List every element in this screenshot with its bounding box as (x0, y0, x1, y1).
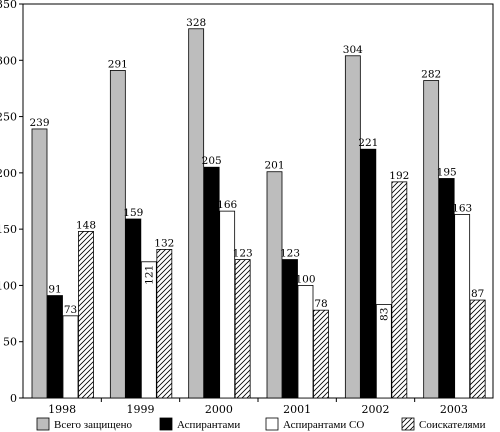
bar (469, 299, 486, 399)
data-label: 73 (64, 304, 77, 316)
data-label: 148 (76, 219, 96, 231)
data-label: 282 (421, 69, 441, 81)
data-label: 123 (280, 248, 300, 260)
data-label: 100 (295, 273, 315, 285)
y-tick-label: 100 (0, 279, 17, 292)
bar (140, 261, 157, 399)
x-tick-label: 2003 (440, 403, 468, 416)
y-tick-label: 0 (10, 392, 17, 405)
bar (375, 304, 392, 399)
y-tick-label: 200 (0, 167, 17, 180)
bar (297, 285, 314, 399)
y-tick-label: 250 (0, 111, 17, 124)
legend-label: Всего защищено (54, 419, 133, 431)
data-label: 201 (264, 160, 284, 172)
bar (78, 230, 94, 399)
bar (125, 218, 142, 399)
data-label: 205 (202, 155, 222, 167)
bar (188, 28, 205, 399)
x-tick-label: 1999 (127, 403, 155, 416)
data-label: 166 (217, 199, 237, 211)
legend-swatch (159, 417, 173, 431)
plot-area: 0 50 100 150 200 250 300 350 1998 1999 2000 2001 200… (0, 0, 494, 416)
data-label: 78 (314, 298, 327, 310)
data-label: 132 (154, 237, 174, 249)
data-label: 91 (48, 284, 61, 296)
legend-swatch (265, 417, 279, 431)
y-tick-label: 300 (0, 54, 17, 67)
data-label: 87 (471, 288, 484, 300)
data-label: 328 (186, 17, 206, 29)
x-tick-label: 2002 (362, 403, 390, 416)
y-tick-label: 350 (0, 0, 17, 11)
data-label: 159 (123, 207, 143, 219)
bar (282, 259, 298, 399)
legend-swatch (36, 417, 50, 431)
bar (156, 249, 173, 399)
legend: Всего защищено Аспирантами Аспирантами СО С… (36, 417, 486, 431)
bar (438, 178, 455, 399)
bar (391, 181, 408, 399)
bar (454, 214, 471, 399)
bar (62, 315, 79, 399)
data-label: 291 (108, 58, 128, 70)
bar (219, 210, 236, 399)
data-label: 304 (343, 44, 363, 56)
y-tick-label: 150 (0, 223, 17, 236)
bar (31, 128, 48, 399)
x-tick-label: 2001 (283, 403, 311, 416)
x-tick-label: 1998 (48, 403, 76, 416)
data-label: 239 (29, 117, 49, 129)
data-label: 121 (144, 265, 156, 285)
legend-label: Аспирантами (177, 419, 240, 431)
bar (266, 171, 283, 399)
bar (203, 166, 220, 399)
bar (344, 55, 361, 399)
bar (234, 259, 251, 399)
bar (360, 148, 377, 399)
data-label: 195 (437, 166, 457, 178)
data-label: 123 (233, 248, 253, 260)
data-label: 192 (389, 170, 409, 182)
legend-label: Соискателями (419, 419, 486, 431)
bar (47, 295, 63, 399)
bar (423, 80, 440, 399)
x-tick-label: 2000 (205, 403, 233, 416)
data-label: 221 (358, 137, 378, 149)
legend-swatch (401, 417, 415, 431)
data-label: 83 (379, 308, 391, 321)
y-tick-label: 50 (3, 336, 17, 349)
bar (109, 70, 126, 399)
bar (313, 309, 329, 399)
legend-label: Аспирантами СО (283, 419, 364, 431)
data-label: 163 (452, 203, 472, 215)
